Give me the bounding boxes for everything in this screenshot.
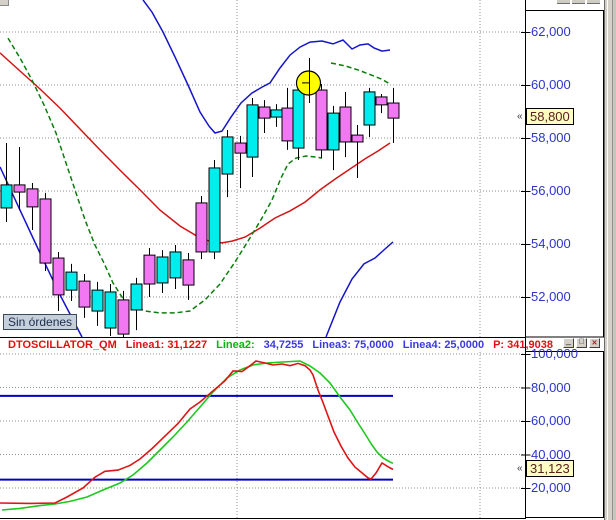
oscillator-marker: 31,123 [526,460,574,478]
right-gutter [604,0,616,520]
oscillator-marker-arrow-icon: « [517,463,523,475]
indicator-header-segment: Linea2: [216,339,255,351]
top-window-button-stub[interactable] [587,0,600,4]
axis-label: 80,000 [531,379,571,395]
axis-label: 20,000 [531,480,571,495]
axis-label: 58,000 [531,130,571,145]
indicator-header-segment: 34,7255 [263,339,304,351]
status-badge-sin-ordenes: Sin órdenes [3,314,78,330]
corner-chip [0,0,9,6]
indicator-header-segment: Linea1: 31,1227 [125,339,208,351]
axis-label: 100,000 [531,346,578,361]
indicator-header-segment: Linea4: 25,0000 [402,339,485,351]
minimize-icon: _ [565,335,571,345]
axis-label: 54,000 [531,236,571,251]
indicator-window-controls: _ □ × [563,335,600,348]
indicator-header-segment: DTOSCILLATOR_QM [8,339,117,351]
axis-label: 52,000 [531,289,571,304]
top-window-button-stub[interactable] [557,0,570,4]
maximize-icon: □ [579,336,584,346]
axis-label: 40,000 [531,446,571,462]
minimize-button[interactable]: _ [563,335,574,348]
maximize-button[interactable]: □ [576,336,587,348]
close-button[interactable]: × [589,338,600,348]
price-marker-arrow-icon: « [517,110,523,122]
indicator-header-segment: P: 341,9038 [493,339,554,351]
axis-label: 60,000 [531,413,571,428]
axis-label: 60,000 [531,77,571,92]
indicator-header-segment: Linea3: 75,0000 [312,339,394,351]
close-icon: × [591,337,598,348]
indicator-header: DTOSCILLATOR_QM Linea1: 31,1227 Linea2: 34,… [8,339,553,351]
axis-label: 56,000 [531,183,571,198]
price-marker: 58,800 [526,107,574,125]
top-window-button-stub[interactable] [572,0,585,4]
axis-label: 62,000 [531,24,571,39]
